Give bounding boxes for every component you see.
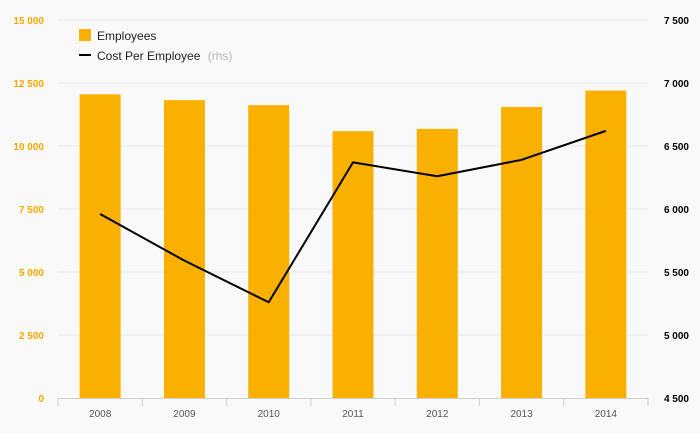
bar-employees bbox=[163, 100, 205, 399]
bar-employees bbox=[416, 128, 458, 398]
left-axis-tick-label: 12 500 bbox=[13, 79, 44, 90]
x-axis-tick-label: 2014 bbox=[595, 409, 618, 420]
right-axis-tick-label: 5 500 bbox=[664, 268, 689, 279]
axes: 0 2 500 5 000 7 500 10 000 12 500 15 000 4 500 5… bbox=[13, 16, 689, 420]
right-axis-tick-label: 6 000 bbox=[664, 205, 689, 216]
right-axis-tick-label: 7 000 bbox=[664, 79, 689, 90]
bar-employees bbox=[332, 131, 374, 398]
bar-employees bbox=[585, 90, 627, 398]
line-cost-per-employee bbox=[99, 129, 607, 304]
left-axis-tick-label: 0 bbox=[38, 394, 44, 405]
bar-employees bbox=[501, 106, 543, 398]
legend: Employees Cost Per Employee (rhs) bbox=[79, 29, 232, 63]
right-axis-tick-label: 5 000 bbox=[664, 331, 689, 342]
right-axis-tick-label: 6 500 bbox=[664, 142, 689, 153]
left-axis-tick-label: 2 500 bbox=[19, 331, 44, 342]
legend-swatch-employees bbox=[79, 29, 91, 41]
left-axis-tick-label: 15 000 bbox=[13, 16, 44, 27]
x-axis-tick-label: 2010 bbox=[258, 409, 281, 420]
cost-per-employee-line bbox=[99, 129, 607, 304]
right-axis-tick-label: 4 500 bbox=[664, 394, 689, 405]
left-axis-tick-label: 10 000 bbox=[13, 142, 44, 153]
x-axis-tick-label: 2012 bbox=[426, 409, 449, 420]
x-axis-tick-label: 2009 bbox=[173, 409, 196, 420]
employee-bars bbox=[79, 90, 627, 399]
x-axis-tick-label: 2008 bbox=[89, 409, 112, 420]
svg-text:Cost Per Employee (rhs): Cost Per Employee (rhs) bbox=[97, 49, 232, 63]
legend-label-cost-per-employee: Cost Per Employee bbox=[97, 49, 201, 63]
bar-employees bbox=[248, 105, 290, 399]
left-axis-tick-label: 5 000 bbox=[19, 268, 44, 279]
x-axis-tick-label: 2013 bbox=[510, 409, 533, 420]
bar-employees bbox=[79, 94, 121, 398]
x-axis-tick-label: 2011 bbox=[342, 409, 364, 420]
legend-label-employees: Employees bbox=[97, 29, 156, 43]
left-axis-tick-label: 7 500 bbox=[19, 205, 44, 216]
legend-label-rhs: (rhs) bbox=[208, 49, 233, 63]
right-axis-tick-label: 7 500 bbox=[664, 16, 689, 27]
